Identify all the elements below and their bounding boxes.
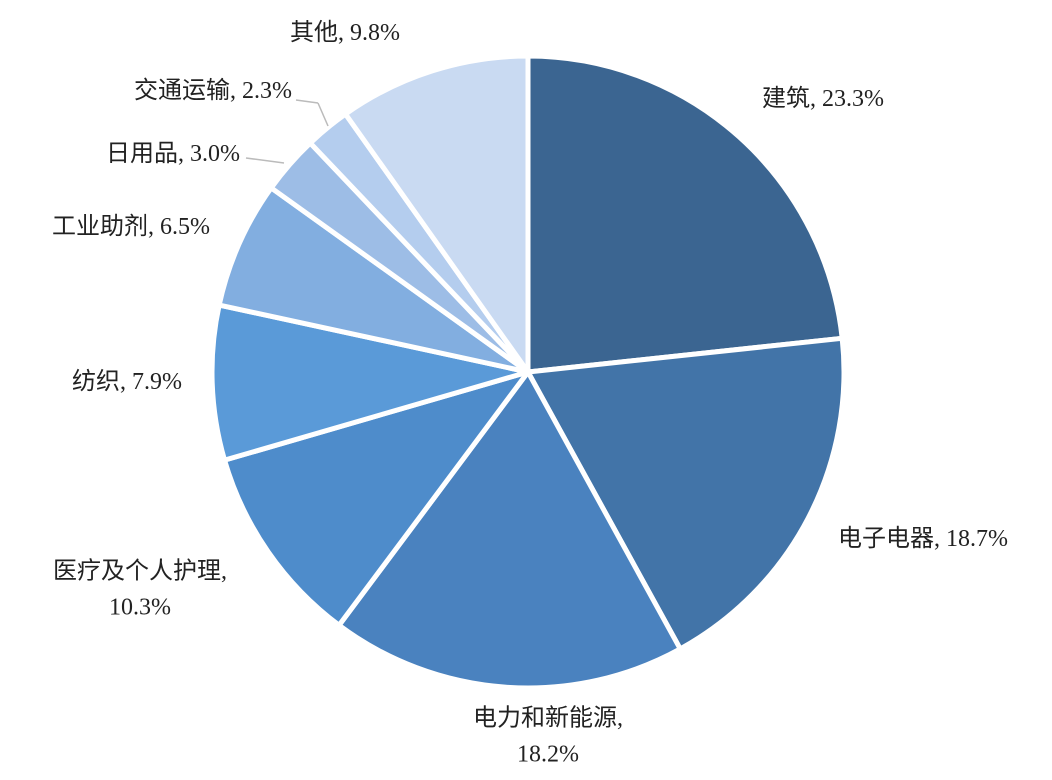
leader-line: [295, 99, 319, 104]
slice-label: 纺织, 7.9%: [72, 368, 182, 395]
value-label: 2.3%: [242, 78, 292, 104]
slice-label: 工业助剂, 6.5%: [52, 213, 210, 240]
category-label: 其他,: [290, 19, 344, 46]
pie-slice: [525, 335, 847, 652]
value-label: 7.9%: [132, 369, 182, 395]
category-label: 建筑,: [762, 85, 816, 112]
pie-slice: [336, 369, 683, 691]
category-label: 工业助剂,: [52, 213, 154, 240]
pie: [209, 53, 847, 691]
category-label: 电力和新能源,: [473, 705, 623, 732]
category-label: 交通运输,: [134, 77, 236, 104]
slice-label: 日用品, 3.0%: [106, 141, 240, 167]
pie-slice: [342, 53, 531, 375]
leader-line: [317, 102, 329, 127]
pie-slice: [222, 369, 531, 628]
value-label: 18.7%: [946, 526, 1008, 552]
slice-label: 建筑, 23.3%: [762, 85, 884, 112]
value-label: 9.8%: [350, 20, 400, 46]
category-label: 电子电器,: [838, 525, 940, 552]
slice-label: 电子电器, 18.7%: [838, 525, 1008, 552]
category-label: 纺织,: [72, 368, 126, 395]
slice-label: 其他, 9.8%: [290, 19, 400, 46]
value-label: 18.2%: [517, 742, 579, 768]
pie-slice: [525, 53, 845, 375]
category-label: 日用品,: [106, 141, 184, 167]
value-label: 3.0%: [190, 141, 240, 167]
leader-line: [245, 157, 285, 164]
value-label: 6.5%: [160, 214, 210, 240]
value-label: 23.3%: [822, 86, 884, 112]
pie-slice: [209, 302, 531, 463]
slice-label: 交通运输, 2.3%: [134, 77, 292, 104]
category-label: 医疗及个人护理,: [53, 558, 227, 585]
value-label: 10.3%: [109, 595, 171, 621]
